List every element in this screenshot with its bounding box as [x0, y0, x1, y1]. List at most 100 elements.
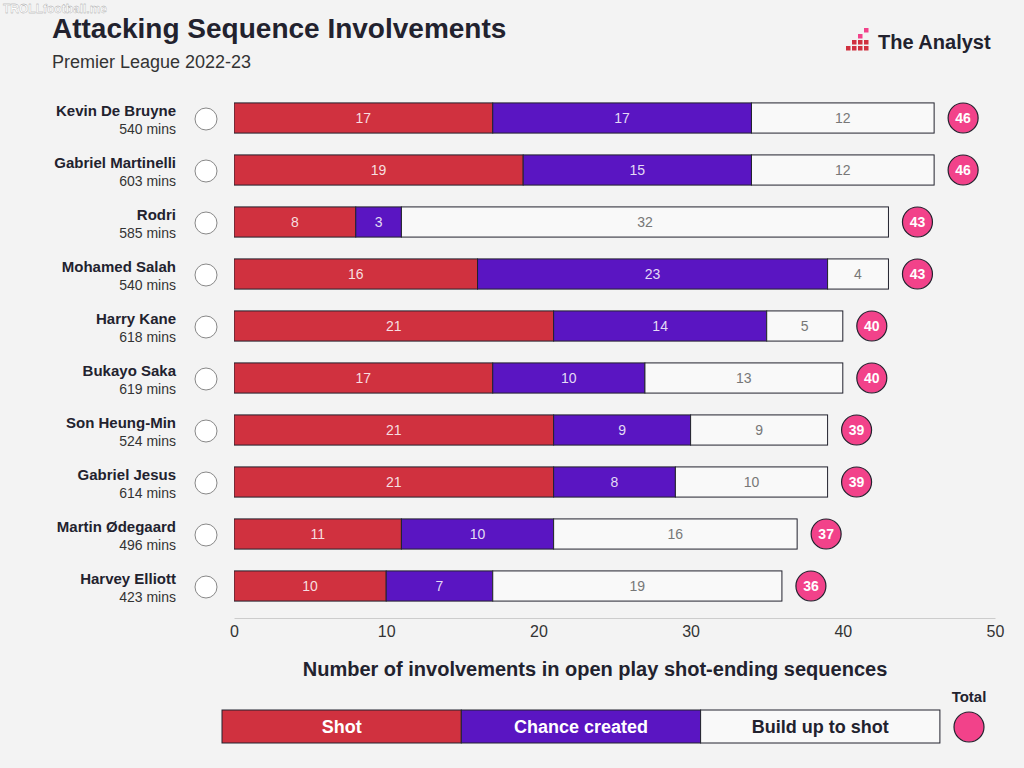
bar-segment — [478, 259, 828, 289]
total-label: 43 — [910, 266, 926, 282]
bar-segment — [401, 519, 553, 549]
bar-segment — [675, 467, 827, 497]
bar-segment — [234, 311, 554, 341]
y-tick: Bukayo Saka — [83, 362, 177, 379]
crest — [195, 576, 217, 598]
bar-segment — [751, 155, 934, 185]
total-badge — [857, 311, 887, 341]
total-label: 46 — [955, 162, 971, 178]
bar-segment — [554, 311, 767, 341]
legend-label: Shot — [322, 717, 362, 737]
bar-segment — [493, 363, 645, 393]
category-label: Son Heung-Min — [66, 414, 176, 431]
y-tick: Harry Kane — [96, 310, 176, 327]
legend: ShotChance createdBuild up to shotTotal — [222, 688, 986, 743]
bar-segment — [645, 363, 843, 393]
category-subtitle: 423 mins — [119, 589, 176, 605]
x-tick: 0 — [230, 618, 239, 640]
logo-square — [864, 28, 869, 33]
x-tick: 40 — [834, 618, 852, 640]
x-tick: 10 — [378, 618, 396, 640]
y-tick: Mohamed Salah — [62, 258, 176, 275]
logo-square — [858, 34, 863, 39]
source: The Analyst — [878, 31, 991, 53]
data-labels: 1719816211721211110171532314109810712123… — [291, 110, 862, 594]
bar-segment — [234, 467, 554, 497]
bar-segment — [234, 103, 493, 133]
category-label: Kevin De Bruyne — [56, 102, 176, 119]
category-subtitle: 540 mins — [119, 121, 176, 137]
y-tick: Gabriel Jesus — [78, 466, 176, 483]
data-label: 12 — [835, 110, 851, 126]
y-axis: Kevin De BruyneGabriel MartinelliRodriMo… — [54, 102, 176, 587]
logo-square — [864, 46, 869, 51]
data-label: 19 — [371, 162, 387, 178]
crest — [195, 264, 217, 286]
crest — [195, 420, 217, 442]
y-tick: Gabriel Martinelli — [54, 154, 176, 171]
crest — [195, 212, 217, 234]
category-subtitle: 618 mins — [119, 329, 176, 345]
data-label: 8 — [611, 474, 619, 490]
data-label: 3 — [375, 214, 383, 230]
legend-label: Build up to shot — [752, 717, 889, 737]
background — [0, 0, 1024, 768]
category-subtitle: 619 mins — [119, 381, 176, 397]
bar-segment — [401, 207, 888, 237]
data-label: 9 — [755, 422, 763, 438]
chart: TROLLfootball.meAttacking Sequence Invol… — [0, 0, 1024, 768]
logo-square — [852, 46, 857, 51]
data-label: 19 — [630, 578, 646, 594]
total-label: 40 — [864, 318, 880, 334]
data-label: 10 — [561, 370, 577, 386]
legend-swatch — [701, 710, 940, 743]
bar-segment — [691, 415, 828, 445]
bar-segment — [554, 415, 691, 445]
bar-segment — [386, 571, 493, 601]
data-label: 10 — [744, 474, 760, 490]
data-label: 21 — [386, 318, 402, 334]
x-tick-label: 20 — [530, 623, 548, 640]
x-tick-label: 10 — [378, 623, 396, 640]
totals: 46464343404039393736 — [796, 103, 978, 601]
total-badge — [842, 415, 872, 445]
logo-square — [846, 46, 851, 51]
category-subtitle: 540 mins — [119, 277, 176, 293]
total-badge — [948, 155, 978, 185]
x-tick: 50 — [987, 618, 1005, 640]
crest — [195, 368, 217, 390]
total-label: 43 — [910, 214, 926, 230]
crest — [195, 160, 217, 182]
category-subtitle: 496 mins — [119, 537, 176, 553]
data-label: 16 — [668, 526, 684, 542]
category-subtitle: 603 mins — [119, 173, 176, 189]
total-label: 39 — [849, 474, 865, 490]
total-badge — [842, 467, 872, 497]
bar-segment — [234, 363, 493, 393]
bar-segment — [767, 311, 843, 341]
bar-segment — [828, 259, 889, 289]
x-tick-label: 50 — [987, 623, 1005, 640]
total-badge — [948, 103, 978, 133]
category-label: Gabriel Martinelli — [54, 154, 176, 171]
crest — [195, 524, 217, 546]
y-tick: Martin Ødegaard — [57, 518, 176, 535]
bar-segment — [493, 103, 752, 133]
bar-segment — [554, 467, 676, 497]
total-badge — [796, 571, 826, 601]
x-tick: 30 — [682, 618, 700, 640]
bar-segment — [234, 155, 523, 185]
y-tick: Harvey Elliott — [80, 570, 176, 587]
bar-segment — [751, 103, 934, 133]
bar-segment — [234, 519, 401, 549]
crest — [195, 316, 217, 338]
data-label: 8 — [291, 214, 299, 230]
logo-square — [858, 46, 863, 51]
total-badge — [902, 259, 932, 289]
x-axis-line — [235, 618, 996, 619]
legend-total-label: Total — [952, 688, 987, 705]
data-label: 10 — [302, 578, 318, 594]
category-label: Gabriel Jesus — [78, 466, 176, 483]
data-label: 17 — [356, 110, 372, 126]
category-subtitle: 614 mins — [119, 485, 176, 501]
